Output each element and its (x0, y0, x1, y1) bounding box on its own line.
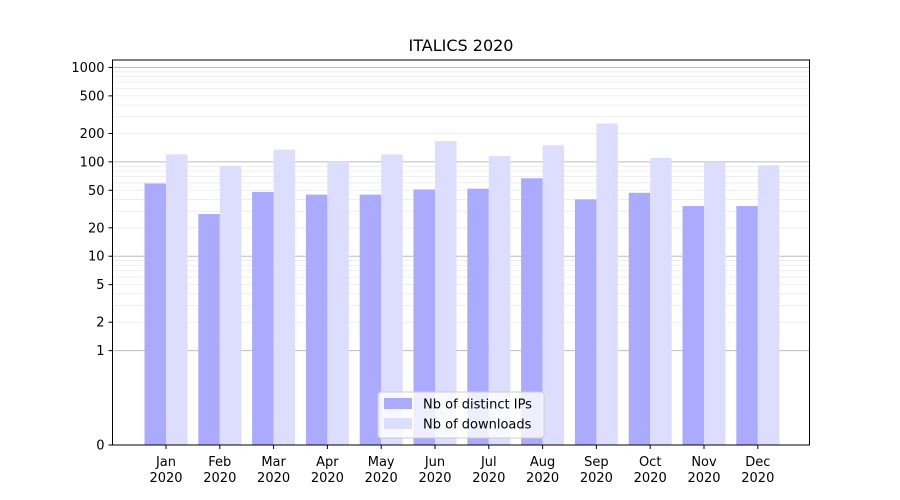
bar-downloads (435, 141, 457, 446)
bar-ips (413, 189, 435, 445)
y-tick-label: 100 (80, 155, 105, 170)
x-tick-label-year: 2020 (526, 471, 559, 486)
bar-ips (198, 214, 220, 445)
x-axis: Jan2020Feb2020Mar2020Apr2020May2020Jun20… (149, 445, 774, 486)
x-tick-label-year: 2020 (149, 471, 182, 486)
bar-downloads (488, 156, 511, 446)
x-tick-label-year: 2020 (418, 471, 451, 486)
bar-downloads (757, 165, 780, 445)
y-tick-label: 0 (96, 439, 104, 454)
legend-box (377, 391, 545, 439)
x-tick-label-month: Mar (261, 455, 286, 470)
x-tick-label-year: 2020 (365, 471, 398, 486)
bar-ips (144, 183, 166, 446)
y-tick-label: 200 (80, 127, 105, 142)
legend: Nb of distinct IPs Nb of downloads (377, 391, 545, 439)
bar-downloads (542, 145, 565, 445)
y-tick-label: 10 (88, 250, 105, 265)
x-tick-label-month: Jul (480, 455, 497, 470)
bar-downloads (596, 123, 618, 446)
x-tick-label-year: 2020 (741, 471, 774, 486)
bar-downloads (381, 154, 403, 445)
bar-ips (736, 206, 758, 445)
legend-swatch (384, 398, 412, 409)
x-tick-label-month: Dec (745, 455, 770, 470)
bar-ips (305, 194, 328, 445)
y-tick-label: 50 (88, 184, 105, 199)
x-tick-label-year: 2020 (687, 471, 720, 486)
x-tick-label-month: Sep (584, 455, 609, 470)
legend-label: Nb of distinct IPs (423, 398, 532, 413)
chart-title: ITALICS 2020 (409, 36, 514, 55)
x-tick-label-month: Jun (424, 455, 445, 470)
x-tick-label-year: 2020 (311, 471, 344, 486)
bar-downloads (650, 157, 672, 445)
y-tick-label: 20 (88, 221, 105, 236)
legend-label: Nb of downloads (423, 418, 532, 433)
bar-ips (574, 199, 597, 445)
bar-downloads (273, 149, 296, 445)
bar-ips (628, 192, 651, 445)
bars (144, 123, 780, 446)
y-tick-label: 1 (96, 344, 104, 359)
bar-ips (252, 191, 274, 445)
x-tick-label-month: Nov (691, 455, 717, 470)
bar-ips (359, 194, 382, 445)
bar-ips (682, 206, 704, 445)
x-tick-label-month: May (368, 455, 395, 470)
x-tick-label-year: 2020 (257, 471, 290, 486)
x-tick-label-month: Jan (155, 455, 176, 470)
bar-downloads (166, 154, 188, 445)
bar-downloads (327, 161, 349, 445)
legend-swatch (384, 418, 412, 429)
y-tick-label: 1000 (71, 61, 104, 76)
bar-ips (521, 178, 543, 445)
plot-frame (112, 59, 810, 446)
y-tick-label: 5 (96, 278, 104, 293)
x-tick-label-month: Oct (639, 455, 661, 470)
bar-ips (467, 188, 489, 445)
x-tick-label-year: 2020 (634, 471, 667, 486)
y-axis: 0 1 2 5 10 20 50 100 200 500 1000 (71, 61, 113, 454)
y-tick-label: 500 (80, 89, 105, 104)
y-tick-label: 2 (96, 316, 104, 331)
x-tick-label-month: Aug (530, 455, 555, 470)
x-tick-label-month: Apr (316, 455, 339, 470)
bar-downloads (704, 162, 726, 445)
x-tick-label-year: 2020 (203, 471, 236, 486)
x-tick-label-year: 2020 (472, 471, 505, 486)
x-tick-label-year: 2020 (580, 471, 613, 486)
bar-downloads (219, 166, 242, 445)
x-tick-label-month: Feb (208, 455, 231, 470)
